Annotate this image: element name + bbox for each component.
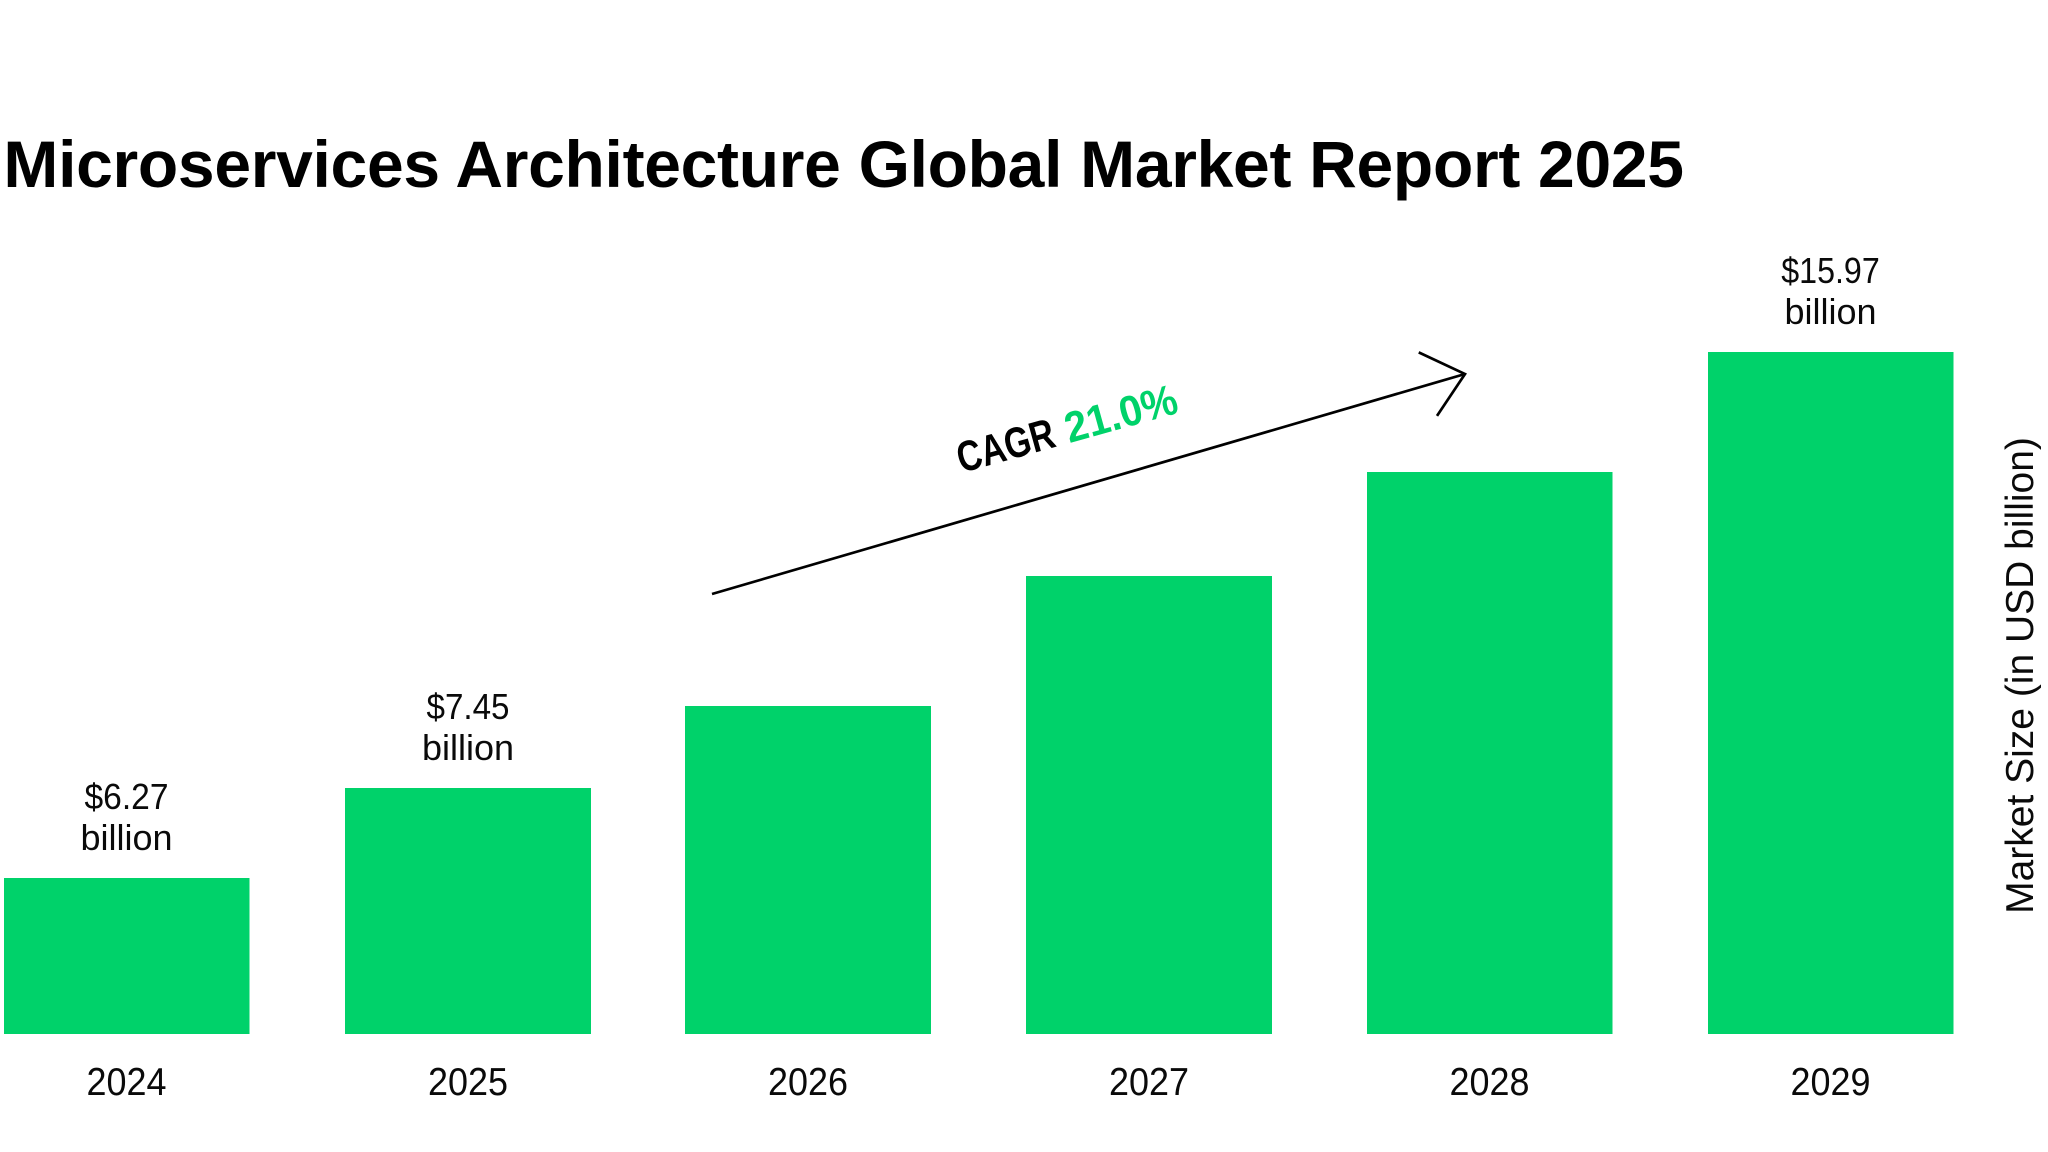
- svg-text:2029: 2029: [1791, 1061, 1871, 1104]
- svg-text:2026: 2026: [768, 1061, 848, 1104]
- svg-text:$15.97: $15.97: [1781, 250, 1880, 291]
- svg-text:billion: billion: [1784, 291, 1876, 332]
- svg-text:2027: 2027: [1109, 1061, 1189, 1104]
- svg-text:2025: 2025: [428, 1061, 508, 1104]
- svg-text:2024: 2024: [87, 1061, 167, 1104]
- svg-text:Microservices Architecture Glo: Microservices Architecture Global Market…: [3, 127, 1683, 201]
- svg-text:billion: billion: [422, 727, 514, 768]
- svg-text:$6.27: $6.27: [85, 776, 169, 817]
- svg-text:2028: 2028: [1450, 1061, 1530, 1104]
- svg-text:$7.45: $7.45: [427, 686, 510, 727]
- svg-text:billion: billion: [80, 817, 172, 858]
- svg-text:Market Size (in USD billion): Market Size (in USD billion): [1999, 437, 2042, 914]
